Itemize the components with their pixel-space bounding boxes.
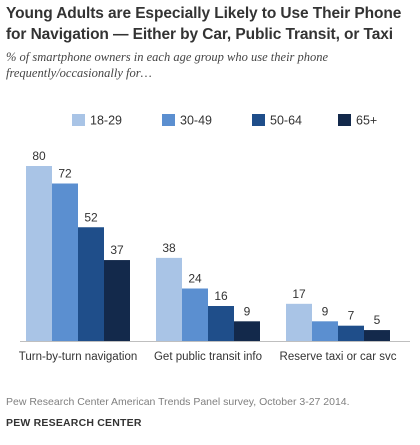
chart-subtitle: % of smartphone owners in each age group… xyxy=(6,50,329,80)
bar-30-49-2 xyxy=(312,321,338,341)
bar-30-49-1 xyxy=(182,288,208,341)
legend-label-65+: 65+ xyxy=(356,114,377,128)
bar-50-64-0 xyxy=(78,227,104,341)
chart-title: Young Adults are Especially Likely to Us… xyxy=(6,5,402,43)
category-label-2: Reserve taxi or car svc xyxy=(280,351,397,363)
legend-label-50-64: 50-64 xyxy=(270,114,302,128)
data-label-30-49-1: 24 xyxy=(188,272,202,286)
bar-65+-1 xyxy=(234,321,260,341)
data-label-50-64-2: 7 xyxy=(348,309,355,323)
bar-50-64-2 xyxy=(338,325,364,341)
bar-65+-2 xyxy=(364,330,390,341)
data-label-65+-1: 9 xyxy=(244,304,251,318)
category-label-1: Get public transit info xyxy=(154,351,262,363)
source-note: Pew Research Center American Trends Pane… xyxy=(6,396,350,408)
category-label-0: Turn-by-turn navigation xyxy=(19,351,137,363)
legend-swatch-18-29 xyxy=(72,114,85,126)
bar-18-29-1 xyxy=(156,257,182,341)
bar-18-29-0 xyxy=(26,166,52,341)
data-label-50-64-0: 52 xyxy=(84,210,98,224)
legend-swatch-50-64 xyxy=(252,114,265,126)
bar-65+-0 xyxy=(104,260,130,341)
data-label-30-49-0: 72 xyxy=(58,167,72,181)
legend-swatch-30-49 xyxy=(162,114,175,126)
bar-18-29-2 xyxy=(286,303,312,341)
data-label-18-29-2: 17 xyxy=(292,287,306,301)
data-label-65+-2: 5 xyxy=(374,313,381,327)
organization-name: PEW RESEARCH CENTER xyxy=(6,417,142,429)
legend-label-30-49: 30-49 xyxy=(180,114,212,128)
legend-swatch-65+ xyxy=(338,114,351,126)
bar-30-49-0 xyxy=(52,183,78,341)
data-label-50-64-1: 16 xyxy=(214,289,228,303)
legend-label-18-29: 18-29 xyxy=(90,114,122,128)
data-label-65+-0: 37 xyxy=(110,243,124,257)
data-label-18-29-0: 80 xyxy=(32,149,46,163)
data-label-18-29-1: 38 xyxy=(162,241,176,255)
data-label-30-49-2: 9 xyxy=(322,304,329,318)
bar-50-64-1 xyxy=(208,306,234,341)
